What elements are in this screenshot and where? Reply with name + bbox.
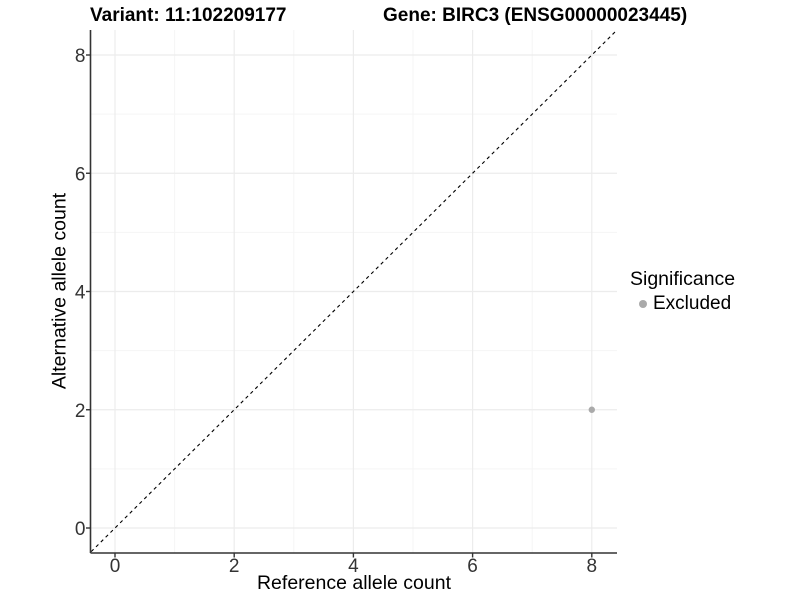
plot-title-gene: Gene: BIRC3 (ENSG00000023445) bbox=[383, 5, 688, 26]
x-axis-title: Reference allele count bbox=[256, 572, 452, 594]
legend: Significance Excluded bbox=[630, 268, 735, 315]
plot-title-variant: Variant: 11:102209177 bbox=[90, 5, 287, 26]
legend-item-label: Excluded bbox=[653, 293, 732, 314]
y-tick-label: 4 bbox=[75, 283, 86, 304]
identity-dashed-line bbox=[90, 30, 617, 553]
y-tick-label: 8 bbox=[75, 46, 86, 67]
data-point bbox=[588, 406, 595, 413]
y-axis-title: Alternative allele count bbox=[48, 192, 71, 390]
x-tick-label: 8 bbox=[587, 556, 598, 577]
x-tick-label: 2 bbox=[229, 556, 240, 577]
legend-title: Significance bbox=[630, 268, 736, 290]
y-tick-label: 2 bbox=[75, 401, 86, 422]
y-tick-label: 6 bbox=[75, 164, 86, 185]
x-tick-label: 0 bbox=[110, 556, 121, 577]
y-tick-label: 0 bbox=[75, 519, 86, 540]
legend-item-excluded: Excluded bbox=[630, 293, 735, 315]
x-tick-label: 6 bbox=[467, 556, 478, 577]
x-tick-label: 4 bbox=[348, 556, 359, 577]
legend-point-icon bbox=[639, 300, 647, 308]
